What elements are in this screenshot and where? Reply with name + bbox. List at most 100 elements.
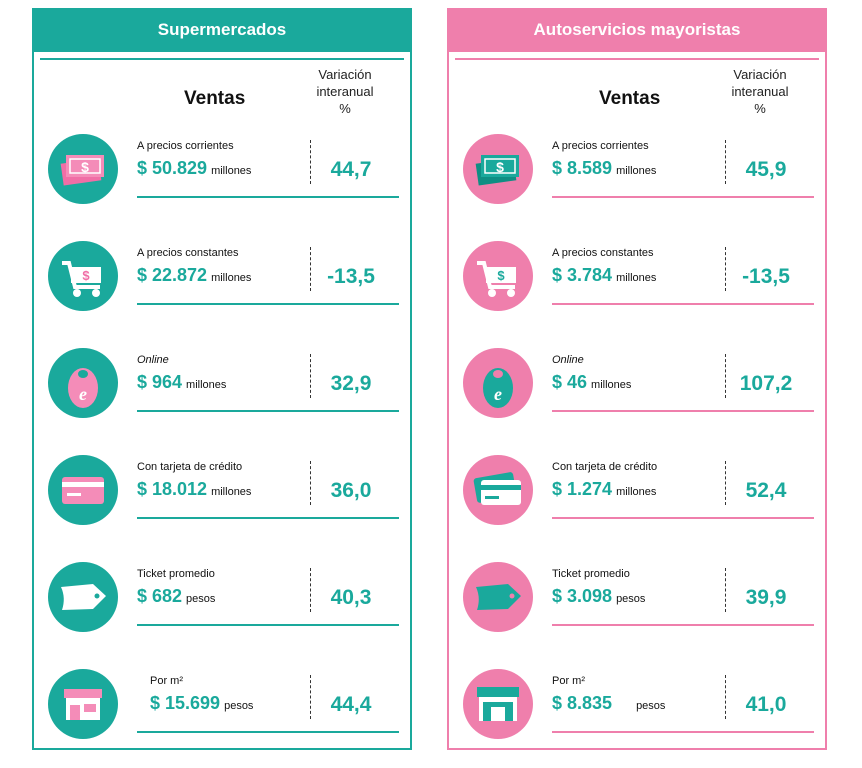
unit: millones bbox=[616, 486, 657, 498]
row-ticket-promedio: Ticket promedio $ 682 pesos 40,3 bbox=[34, 554, 410, 661]
header-divider bbox=[455, 58, 819, 60]
ticket-icon bbox=[48, 562, 118, 632]
credit-card-icon bbox=[463, 455, 533, 525]
row-precios-corrientes: $ A precios corrientes $ 8.589 millones 4… bbox=[449, 126, 825, 233]
sales-value: $ 1.274 millones bbox=[552, 479, 656, 500]
sales-value: $ 22.872 millones bbox=[137, 265, 251, 286]
yoy-variation: 44,7 bbox=[330, 158, 372, 181]
sales-value: $ 8.835 pesos bbox=[552, 693, 665, 714]
row-label: Ticket promedio bbox=[552, 568, 630, 580]
ticket-icon bbox=[463, 562, 533, 632]
amount: $ 3.098 bbox=[552, 586, 613, 606]
row-underline bbox=[552, 517, 814, 519]
svg-text:$: $ bbox=[81, 159, 89, 175]
row-label: Ticket promedio bbox=[137, 568, 215, 580]
unit: millones bbox=[616, 165, 657, 177]
yoy-variation: 40,3 bbox=[330, 586, 372, 609]
row-label: Online bbox=[552, 354, 584, 366]
row-por-m2: Por m² $ 8.835 pesos 41,0 bbox=[449, 661, 825, 768]
svg-text:$: $ bbox=[496, 159, 504, 175]
row-underline bbox=[552, 624, 814, 626]
sales-value: $ 15.699 pesos bbox=[150, 693, 253, 714]
sales-value: $ 50.829 millones bbox=[137, 158, 251, 179]
row-precios-corrientes: $ A precios corrientes $ 50.829 millones … bbox=[34, 126, 410, 233]
variacion-header-line1: Variación bbox=[318, 67, 372, 82]
row-label: Con tarjeta de crédito bbox=[137, 461, 243, 473]
online-bag-icon: e bbox=[463, 348, 533, 418]
variacion-header-line3: % bbox=[754, 101, 766, 116]
dashed-divider bbox=[725, 568, 726, 612]
shopping-cart-icon: $ bbox=[48, 241, 118, 311]
row-underline bbox=[552, 410, 814, 412]
row-underline bbox=[552, 303, 814, 305]
yoy-variation: 107,2 bbox=[739, 372, 793, 395]
row-precios-constantes: $ A precios constantes $ 22.872 millones … bbox=[34, 233, 410, 340]
yoy-variation: 39,9 bbox=[745, 586, 787, 609]
row-precios-constantes: $ A precios constantes $ 3.784 millones -… bbox=[449, 233, 825, 340]
svg-text:$: $ bbox=[497, 268, 505, 283]
unit: millones bbox=[591, 379, 632, 391]
dashed-divider bbox=[725, 461, 726, 505]
amount: $ 15.699 bbox=[150, 693, 221, 713]
row-por-m2: Por m² $ 15.699 pesos 44,4 bbox=[34, 661, 410, 768]
dashed-divider bbox=[725, 247, 726, 291]
dashed-divider bbox=[310, 568, 311, 612]
mayoristas-panel: Autoservicios mayoristas Ventas Variació… bbox=[447, 8, 827, 750]
supermercados-panel: Supermercados Ventas Variación interanua… bbox=[32, 8, 412, 750]
row-underline bbox=[137, 410, 399, 412]
panel-title: Autoservicios mayoristas bbox=[447, 8, 827, 52]
amount: $ 50.829 bbox=[137, 158, 208, 178]
credit-card-icon bbox=[48, 455, 118, 525]
dashed-divider bbox=[310, 354, 311, 398]
yoy-variation: 52,4 bbox=[745, 479, 787, 502]
row-label: Por m² bbox=[150, 675, 183, 687]
yoy-variation: 41,0 bbox=[745, 693, 787, 716]
shopping-cart-icon: $ bbox=[463, 241, 533, 311]
sales-value: $ 18.012 millones bbox=[137, 479, 251, 500]
sales-value: $ 8.589 millones bbox=[552, 158, 656, 179]
dashed-divider bbox=[310, 461, 311, 505]
unit: millones bbox=[211, 486, 252, 498]
amount: $ 18.012 bbox=[137, 479, 208, 499]
dashed-divider bbox=[725, 675, 726, 719]
store-icon bbox=[463, 669, 533, 739]
sales-value: $ 3.784 millones bbox=[552, 265, 656, 286]
sales-value: $ 682 pesos bbox=[137, 586, 215, 607]
ventas-header: Ventas bbox=[599, 88, 661, 109]
amount: $ 8.835 bbox=[552, 693, 613, 713]
yoy-variation: -13,5 bbox=[327, 265, 375, 288]
row-underline bbox=[137, 624, 399, 626]
ventas-header: Ventas bbox=[184, 88, 246, 109]
sales-value: $ 964 millones bbox=[137, 372, 226, 393]
money-icon: $ bbox=[463, 134, 533, 204]
row-label: A precios constantes bbox=[137, 247, 239, 259]
row-label: Por m² bbox=[552, 675, 585, 687]
yoy-variation: 36,0 bbox=[330, 479, 372, 502]
row-label: Online bbox=[137, 354, 169, 366]
panel-title: Supermercados bbox=[32, 8, 412, 52]
variacion-header-line1: Variación bbox=[733, 67, 787, 82]
unit: pesos bbox=[636, 700, 666, 712]
amount: $ 46 bbox=[552, 372, 588, 392]
dashed-divider bbox=[310, 140, 311, 184]
header-divider bbox=[40, 58, 404, 60]
amount: $ 682 bbox=[137, 586, 183, 606]
row-underline bbox=[137, 731, 399, 733]
svg-text:e: e bbox=[79, 384, 87, 404]
row-label: A precios corrientes bbox=[137, 140, 234, 152]
row-online: e Online $ 46 millones 107,2 bbox=[449, 340, 825, 447]
variacion-header-line3: % bbox=[339, 101, 351, 116]
unit: millones bbox=[211, 165, 252, 177]
dashed-divider bbox=[310, 675, 311, 719]
unit: pesos bbox=[186, 593, 216, 605]
yoy-variation: 45,9 bbox=[745, 158, 787, 181]
money-icon: $ bbox=[48, 134, 118, 204]
yoy-variation: 32,9 bbox=[330, 372, 372, 395]
amount: $ 3.784 bbox=[552, 265, 613, 285]
dashed-divider bbox=[310, 247, 311, 291]
variacion-header-line2: interanual bbox=[316, 84, 374, 99]
row-tarjeta-credito: Con tarjeta de crédito $ 1.274 millones 5… bbox=[449, 447, 825, 554]
variacion-header: Variación interanual % bbox=[302, 66, 388, 117]
yoy-variation: -13,5 bbox=[742, 265, 790, 288]
yoy-variation: 44,4 bbox=[330, 693, 372, 716]
